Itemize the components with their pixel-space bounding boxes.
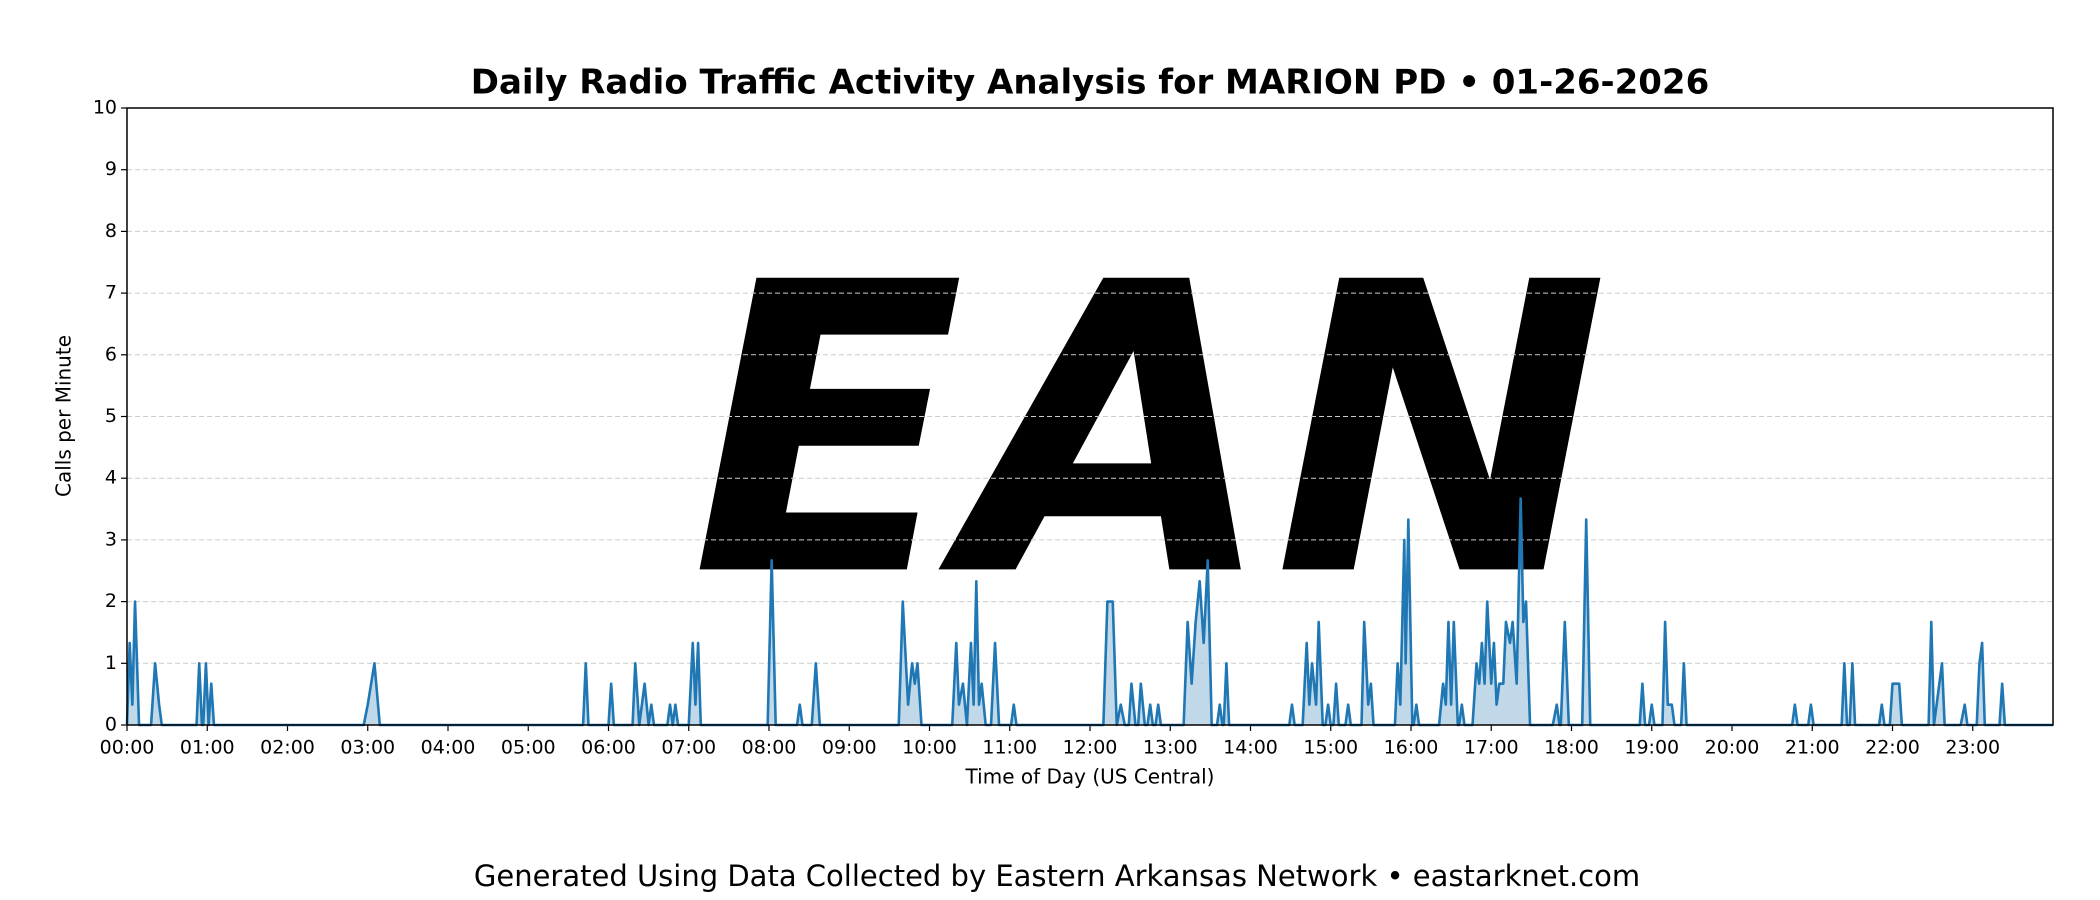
x-tick-label: 08:00: [742, 737, 797, 759]
y-tick-label: 4: [105, 467, 117, 489]
y-axis-label: Calls per Minute: [52, 335, 76, 497]
y-tick-label: 0: [105, 714, 117, 736]
x-tick-label: 01:00: [180, 737, 235, 759]
x-tick-label: 13:00: [1143, 737, 1198, 759]
y-tick-label: 1: [105, 652, 117, 674]
chart-title: Daily Radio Traffic Activity Analysis fo…: [471, 63, 1710, 103]
x-tick-label: 20:00: [1705, 737, 1760, 759]
x-tick-label: 19:00: [1624, 737, 1679, 759]
y-tick-label: 5: [105, 405, 117, 427]
y-tick-label: 6: [105, 343, 117, 365]
x-tick-label: 15:00: [1303, 737, 1358, 759]
plot-frame: [126, 107, 2054, 726]
y-tick-label: 8: [105, 220, 117, 242]
x-tick-label: 03:00: [340, 737, 395, 759]
x-tick-label: 05:00: [501, 737, 556, 759]
x-tick-label: 09:00: [822, 737, 877, 759]
x-tick-label: 10:00: [902, 737, 957, 759]
footer: Generated Using Data Collected by Easter…: [474, 859, 1640, 893]
x-axis-label: Time of Day (US Central): [965, 765, 1215, 789]
x-tick-label: 04:00: [421, 737, 476, 759]
x-tick-label: 16:00: [1384, 737, 1439, 759]
x-tick-label: 07:00: [661, 737, 716, 759]
y-tick-label: 9: [105, 158, 117, 180]
x-tick-label: 14:00: [1223, 737, 1278, 759]
x-tick-label: 00:00: [100, 737, 155, 759]
y-tick-label: 7: [105, 282, 117, 304]
x-tick-label: 22:00: [1865, 737, 1920, 759]
plot-area: EAN 0 1 2 3 4 5 6 7 8 9 10 00:00 01:00 02:00 03:00 04:00…: [93, 97, 2054, 759]
x-tick-label: 23:00: [1945, 737, 2000, 759]
y-tick-label: 2: [105, 590, 117, 612]
watermark: EAN: [691, 199, 1609, 664]
x-tick-label: 06:00: [581, 737, 636, 759]
x-tick-label: 02:00: [260, 737, 315, 759]
x-tick-label: 18:00: [1544, 737, 1599, 759]
x-tick-label: 12:00: [1063, 737, 1118, 759]
x-tick-label: 21:00: [1785, 737, 1840, 759]
y-tick-label: 10: [93, 97, 117, 119]
x-tick-label: 11:00: [982, 737, 1037, 759]
y-tick-label: 3: [105, 528, 117, 550]
x-tick-label: 17:00: [1464, 737, 1519, 759]
